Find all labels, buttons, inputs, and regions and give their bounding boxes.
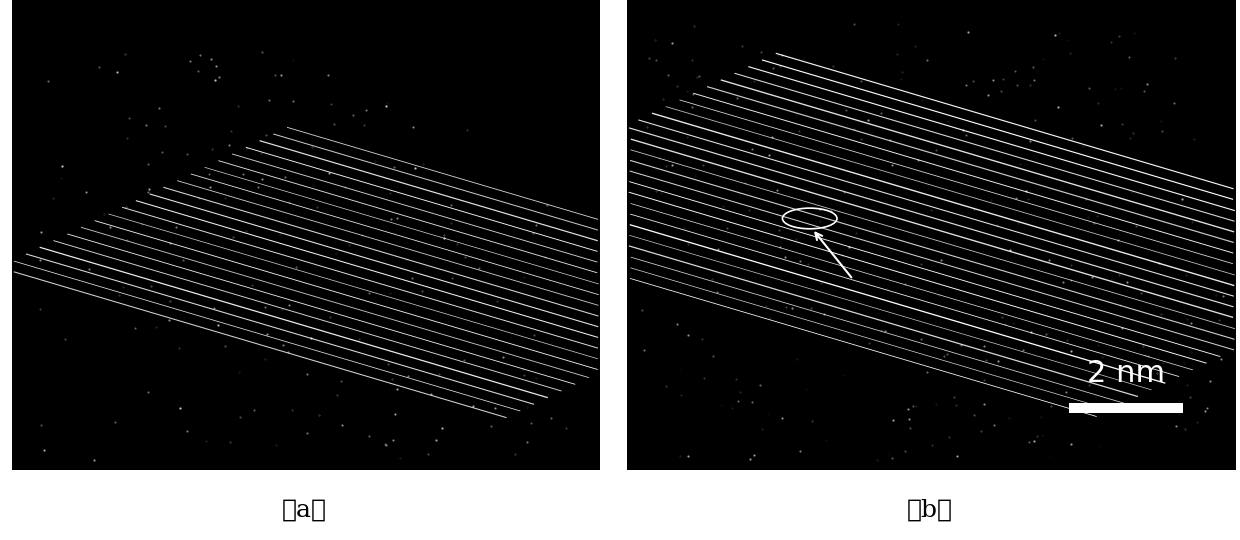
Bar	[12, 0, 600, 470]
Text: （a）: （a）	[281, 499, 326, 522]
Bar	[627, 0, 1236, 470]
Text: （b）: （b）	[906, 499, 954, 522]
Text: 2 nm: 2 nm	[1086, 359, 1166, 388]
Bar	[1069, 403, 1183, 414]
